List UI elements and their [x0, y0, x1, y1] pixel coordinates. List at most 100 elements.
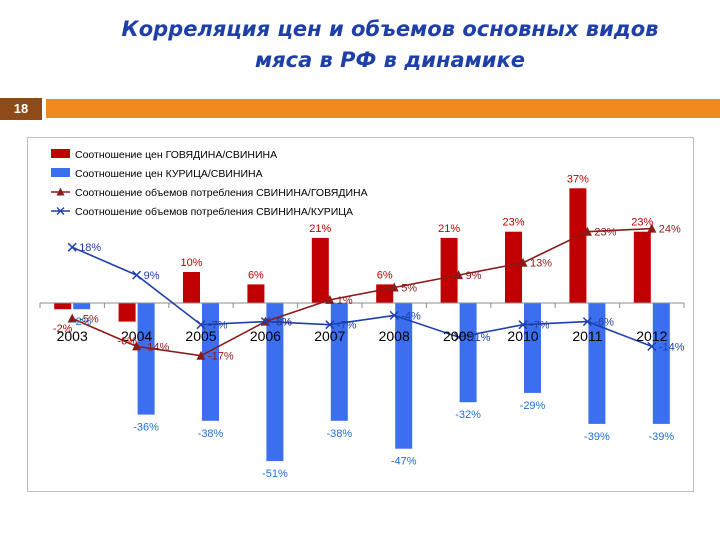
marker-volume-pork-chicken-2010	[518, 320, 528, 330]
label-beef-pork-2012: 23%	[631, 217, 653, 229]
label-volume-pork-chicken-2006: -6%	[272, 317, 292, 329]
label-beef-pork-2010: 23%	[502, 217, 524, 229]
legend-entry-4: Соотношение объемов потребления СВИНИНА/…	[75, 206, 353, 218]
label-volume-pork-beef-2005: -17%	[208, 351, 234, 363]
marker-volume-pork-beef-2009	[454, 270, 464, 280]
marker-volume-pork-chicken-2009	[454, 332, 464, 342]
legend: Соотношение цен ГОВЯДИНА/СВИНИНА Соотноше…	[51, 149, 368, 218]
label-volume-pork-chicken-2010: -7%	[530, 320, 550, 332]
label-chicken-pork-2005: -38%	[198, 428, 224, 440]
chart-frame: 2003 2004 2005 2006 2007 2008 2009 2010 2011 2012…	[27, 137, 694, 492]
legend-marker-4	[56, 207, 65, 215]
x-tick-label-2010: 2010	[507, 328, 538, 344]
legend-entry-1: Соотношение цен ГОВЯДИНА/СВИНИНА	[75, 149, 277, 161]
label-volume-pork-beef-2011: 23%	[594, 227, 616, 239]
bars-group	[54, 188, 670, 462]
line-volume-pork-beef	[71, 227, 652, 357]
label-chicken-pork-2006: -51%	[262, 468, 288, 480]
bar-chicken-pork-2011	[588, 303, 606, 424]
label-volume-pork-chicken-2008: -4%	[401, 310, 421, 322]
bar-chicken-pork-2004	[137, 303, 155, 415]
lines-group	[67, 223, 657, 360]
bar-chicken-pork-2009	[459, 303, 477, 403]
legend-entry-3: Соотношение объемов потребления СВИНИНА/…	[75, 187, 368, 199]
label-beef-pork-2007: 21%	[309, 223, 331, 235]
chart: 2003 2004 2005 2006 2007 2008 2009 2010 2011 2012…	[39, 149, 685, 480]
x-tick-label-2005: 2005	[185, 328, 216, 344]
title-line-2: мяса в РФ в динамике	[254, 48, 526, 72]
x-tick-label-2011: 2011	[572, 328, 602, 344]
tick-labels-group: 2003 2004 2005 2006 2007 2008 2009 2010 2011 2012	[57, 328, 668, 344]
marker-volume-pork-beef-2003	[67, 313, 77, 323]
x-tick-label-2004: 2004	[121, 328, 152, 344]
marker-volume-pork-chicken-2007	[325, 320, 335, 330]
data-labels-group: -2%-2%-5%18%-6%-36%-14%9%10%-38%-17%-7%6…	[53, 173, 685, 480]
marker-volume-pork-chicken-2011	[582, 317, 592, 327]
x-tick-label-2003: 2003	[57, 328, 88, 344]
label-volume-pork-beef-2009: 9%	[466, 270, 482, 282]
label-beef-pork-2011: 37%	[567, 173, 589, 185]
bar-beef-pork-2006	[247, 284, 265, 303]
marker-volume-pork-chicken-2005	[196, 320, 206, 330]
label-beef-pork-2005: 10%	[180, 257, 202, 269]
bar-chicken-pork-2010	[524, 303, 541, 393]
marker-volume-pork-chicken-2004	[132, 270, 142, 280]
slide-title: Корреляция цен и объемов основных видов …	[90, 14, 690, 76]
bar-chicken-pork-2003	[73, 303, 91, 310]
bar-beef-pork-2005	[183, 272, 200, 303]
label-chicken-pork-2012: -39%	[648, 431, 674, 443]
label-beef-pork-2003: -2%	[53, 323, 73, 335]
marker-volume-pork-chicken-2003	[67, 242, 77, 252]
marker-volume-pork-beef-2011	[582, 226, 592, 236]
bar-beef-pork-2003	[54, 303, 72, 310]
bar-beef-pork-2009	[440, 237, 458, 303]
bar-chicken-pork-2007	[330, 303, 348, 421]
label-chicken-pork-2008: -47%	[391, 456, 417, 468]
label-volume-pork-chicken-2011: -6%	[594, 317, 614, 329]
label-volume-pork-beef-2008: 5%	[401, 283, 417, 295]
label-volume-pork-beef-2012: 24%	[659, 224, 681, 236]
label-volume-pork-chicken-2004: 9%	[144, 270, 160, 282]
legend-swatch-2	[51, 168, 70, 177]
x-tick-label-2008: 2008	[379, 328, 410, 344]
label-beef-pork-2009: 21%	[438, 223, 460, 235]
label-volume-pork-chicken-2003: 18%	[79, 242, 101, 254]
slide-number: 18	[13, 101, 29, 116]
bar-chicken-pork-2006	[266, 303, 284, 462]
axis-group	[39, 302, 685, 308]
bar-beef-pork-2004	[118, 303, 136, 322]
label-chicken-pork-2007: -38%	[326, 428, 352, 440]
label-beef-pork-2004: -6%	[117, 336, 137, 348]
bar-chicken-pork-2008	[395, 303, 413, 449]
label-volume-pork-beef-2004: -14%	[144, 341, 170, 353]
marker-volume-pork-chicken-2012	[647, 341, 657, 351]
marker-volume-pork-chicken-2006	[260, 317, 270, 327]
marker-volume-pork-beef-2004	[132, 341, 142, 351]
label-chicken-pork-2011: -39%	[584, 431, 610, 443]
bar-beef-pork-2012	[633, 231, 651, 303]
label-volume-pork-chicken-2012: -14%	[659, 341, 685, 353]
x-tick-label-2012: 2012	[636, 328, 667, 344]
x-tick-label-2006: 2006	[250, 328, 281, 344]
marker-volume-pork-beef-2007	[325, 294, 335, 304]
label-chicken-pork-2003: -2%	[72, 316, 92, 328]
marker-volume-pork-beef-2012	[647, 223, 657, 233]
bar-beef-pork-2010	[505, 231, 522, 303]
bar-beef-pork-2008	[376, 284, 394, 303]
label-volume-pork-beef-2010: 13%	[530, 258, 552, 270]
label-chicken-pork-2009: -32%	[455, 409, 481, 421]
slide-number-box	[0, 98, 42, 120]
label-beef-pork-2008: 6%	[377, 269, 393, 281]
legend-entry-2: Соотношение цен КУРИЦА/СВИНИНА	[75, 168, 263, 180]
marker-volume-pork-chicken-2008	[389, 310, 399, 320]
label-volume-pork-chicken-2007: -7%	[337, 320, 357, 332]
label-chicken-pork-2004: -36%	[133, 422, 159, 434]
title-line-1: Корреляция цен и объемов основных видов	[121, 17, 659, 41]
header-bar	[46, 99, 720, 118]
label-volume-pork-chicken-2005: -7%	[208, 320, 228, 332]
bar-beef-pork-2007	[311, 237, 329, 303]
legend-swatch-1	[51, 149, 70, 158]
marker-volume-pork-beef-2008	[389, 282, 399, 292]
x-tick-label-2007: 2007	[314, 328, 345, 344]
marker-volume-pork-beef-2005	[196, 350, 206, 360]
